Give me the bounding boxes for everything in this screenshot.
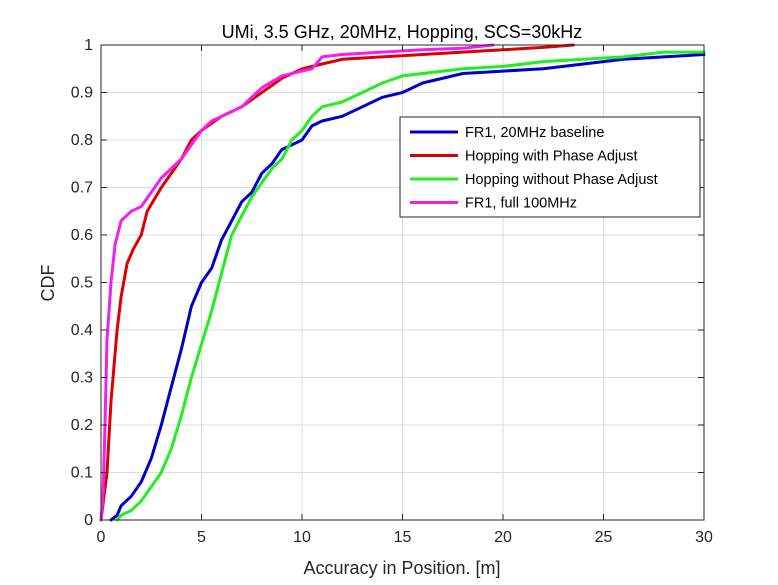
y-tick-label: 0.9 [71,85,93,102]
series-line-1 [109,53,706,522]
y-tick-label: 0.7 [71,180,93,197]
legend-label: FR1, full 100MHz [465,196,577,212]
x-tick-label: 30 [695,529,713,546]
series-layer [99,43,706,522]
y-tick-label: 0.1 [71,465,93,482]
y-tick-label: 1 [84,37,93,54]
y-tick-label: 0.6 [71,227,93,244]
series-line-4 [99,43,495,522]
legend-label: FR1, 20MHz baseline [465,125,604,141]
legend-label: Hopping without Phase Adjust [465,172,658,188]
x-tick-label: 25 [595,529,613,546]
y-tick-label: 0.4 [71,322,93,339]
x-tick-label: 15 [394,529,412,546]
x-tick-label: 5 [197,529,206,546]
y-tick-label: 0 [84,512,93,529]
x-axis-label: Accuracy in Position. [m] [303,558,500,578]
legend-label: Hopping with Phase Adjust [465,149,638,165]
series-line-3 [115,50,706,522]
x-tick-label: 10 [293,529,311,546]
x-tick-label: 0 [97,529,106,546]
series-line-2 [99,43,575,522]
y-tick-label: 0.2 [71,417,93,434]
chart-title: UMi, 3.5 GHz, 20MHz, Hopping, SCS=30kHz [222,22,583,42]
y-tick-label: 0.5 [71,275,93,292]
legend-box [399,116,701,218]
x-tick-label: 20 [494,529,512,546]
ticks: 0 5 10 15 20 25 30 0 0.1 0.2 0.3 0.4 0.5 0.6 0.7 0.8 0.9… [71,37,713,546]
legend: FR1, 20MHz baseline Hopping with Phase Ad… [399,116,701,218]
y-axis-label: CDF [38,265,58,302]
y-tick-label: 0.3 [71,370,93,387]
plot-area: 0 5 10 15 20 25 30 0 0.1 0.2 0.3 0.4 0.5 0.6 0.7 0.8 0.9… [71,37,713,546]
y-tick-label: 0.8 [71,132,93,149]
